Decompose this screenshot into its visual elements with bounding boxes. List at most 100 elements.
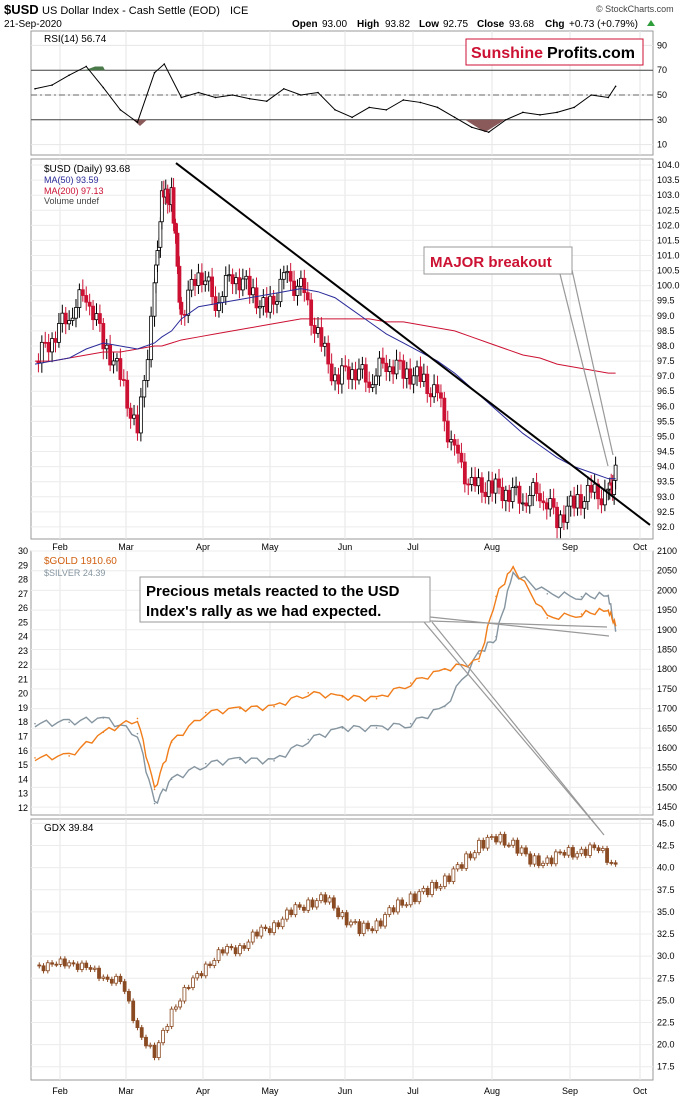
gdx-candle-body — [84, 962, 89, 968]
silver-tick-18: 18 — [18, 717, 28, 727]
usd-candle-body — [288, 271, 293, 282]
gdx-candle-body — [306, 899, 311, 911]
gdx-candle-body — [451, 868, 456, 882]
silver-tick-15: 15 — [18, 760, 28, 770]
silver-point — [204, 762, 207, 765]
gdx-candle-body — [216, 949, 221, 961]
silver-tick-27: 27 — [18, 589, 28, 599]
gdx-candle-body — [549, 857, 554, 865]
gdx-candle-body — [80, 962, 84, 970]
gdx-candle-body — [609, 862, 614, 864]
rsi-point — [180, 96, 183, 99]
usd-candle-body — [527, 495, 532, 507]
usd-candle-body — [275, 301, 279, 305]
usd-candle-body — [132, 414, 136, 419]
gdx-candle-body — [284, 909, 289, 920]
usd-candle-body — [544, 502, 549, 510]
gdx-candle-body — [319, 894, 323, 902]
gold-point — [375, 697, 378, 700]
usd-candle-body — [548, 498, 553, 510]
usd-candle-body — [398, 359, 402, 362]
gdx-candle-body — [331, 897, 336, 909]
gdx-candle-body — [400, 899, 405, 906]
logo-box — [545, 41, 641, 63]
silver-point — [239, 758, 241, 761]
gdx-candle-body — [378, 920, 383, 927]
gdx-candle-body — [395, 899, 400, 913]
gdx-pointer-2 — [431, 621, 605, 836]
rsi-point — [334, 109, 336, 111]
gdx-candle-body — [233, 947, 238, 955]
silver-tick-20: 20 — [18, 689, 28, 699]
month-label-usd-sep: Sep — [562, 542, 578, 552]
gdx-candle-body — [468, 853, 473, 859]
month-label-usd-jun: Jun — [338, 542, 353, 552]
usd-legend-title: $USD (Daily) 93.68 — [44, 164, 131, 175]
rsi-point — [68, 74, 70, 76]
gdx-candle-body — [404, 904, 409, 907]
usd-candle-body — [227, 274, 232, 277]
usd-candle-body — [70, 317, 75, 321]
gdx-candle-body — [387, 907, 392, 915]
gdx-candle-body — [438, 886, 443, 889]
rsi-point — [351, 116, 353, 119]
usd-candle-body — [466, 483, 471, 486]
gold-point — [239, 707, 241, 710]
up-arrow-icon — [647, 20, 655, 26]
usd-candle-body — [476, 477, 481, 487]
silver-tick-13: 13 — [18, 789, 28, 799]
usd-candle-body — [418, 366, 423, 382]
gdx-candle-body — [447, 875, 452, 882]
gdx-candle-body — [575, 853, 580, 858]
usd-tick-95.5: 95.5 — [657, 416, 675, 426]
gdx-candle-body — [370, 928, 375, 932]
rsi-point — [607, 96, 610, 99]
close-value: 93.68 — [509, 19, 534, 30]
gdx-tick-35.0: 35.0 — [657, 907, 675, 917]
rsi-tick-90: 90 — [657, 40, 667, 50]
usd-tick-99.5: 99.5 — [657, 296, 675, 306]
silver-legend: $SILVER 24.39 — [44, 568, 105, 578]
gdx-candle-body — [238, 945, 242, 955]
usd-candle-body — [159, 190, 164, 223]
gdx-candle-body — [417, 891, 422, 903]
instrument-name: US Dollar Index - Cash Settle (EOD) — [42, 5, 220, 17]
usd-candle-body — [435, 384, 440, 394]
gdx-panel — [30, 818, 654, 1081]
usd-candle-body — [445, 420, 450, 443]
usd-candle-body — [196, 272, 201, 286]
metals-pointer-2 — [429, 620, 608, 628]
gold-tick-1900: 1900 — [657, 625, 677, 635]
gdx-candle-body — [464, 853, 469, 869]
gold-line — [34, 565, 617, 789]
usd-candle-body — [411, 375, 416, 385]
gdx-tick-40.0: 40.0 — [657, 863, 675, 873]
silver-tick-23: 23 — [18, 646, 28, 656]
silver-tick-19: 19 — [18, 703, 28, 713]
month-label-usd-aug: Aug — [484, 542, 500, 552]
usd-candle-body — [442, 397, 447, 422]
logo-part1: Sunshine — [471, 45, 543, 62]
gold-point — [614, 624, 617, 627]
usd-candle-body — [223, 275, 228, 297]
gdx-candle-body — [156, 1042, 161, 1058]
month-label-bottom-apr: Apr — [196, 1086, 210, 1096]
usd-candle-body — [329, 363, 334, 382]
usd-candle-body — [165, 188, 170, 204]
silver-point — [341, 727, 344, 729]
usd-candle-body — [480, 477, 484, 493]
usd-tick-93.5: 93.5 — [657, 477, 675, 487]
usd-candle-body — [84, 295, 89, 303]
gdx-tick-30.0: 30.0 — [657, 951, 675, 961]
usd-tick-93.0: 93.0 — [657, 492, 675, 502]
gdx-candle-body — [67, 962, 72, 967]
usd-candle-body — [251, 287, 255, 296]
ma200-legend: MA(200) 97.13 — [44, 186, 104, 196]
chg-label: Chg — [545, 19, 564, 30]
gdx-candle-body — [374, 920, 379, 932]
usd-candle-body — [387, 366, 392, 373]
usd-candle-body — [401, 360, 406, 379]
gdx-pointer-1 — [423, 621, 601, 831]
gdx-candle-body — [327, 897, 332, 903]
usd-candle-body — [60, 312, 65, 324]
